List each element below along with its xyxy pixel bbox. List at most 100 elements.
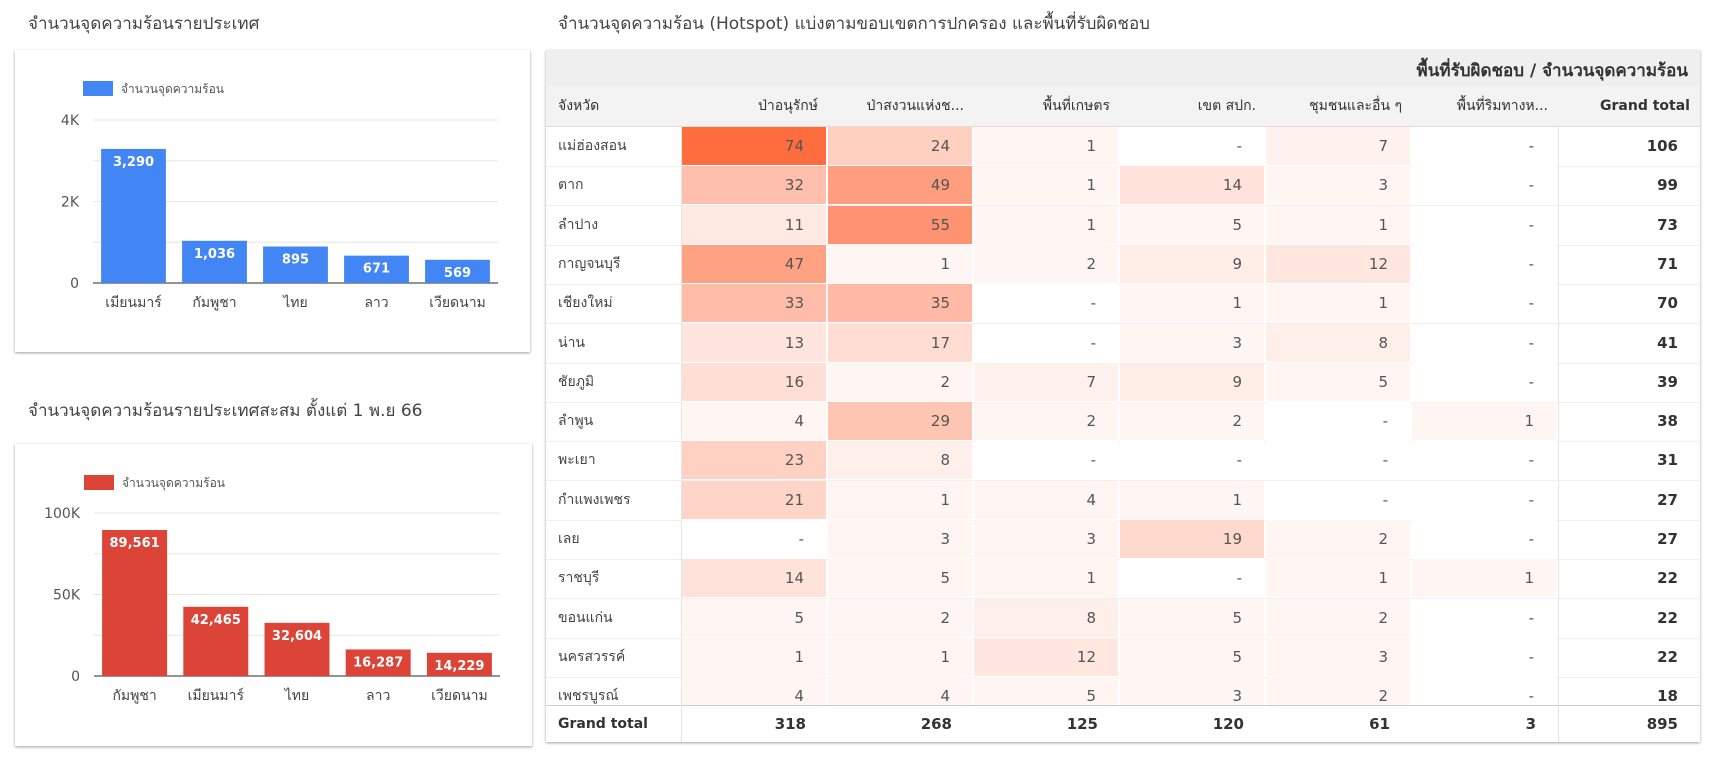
value-cell: 1 bbox=[974, 205, 1118, 244]
value-cell: 5 bbox=[1120, 637, 1264, 676]
table-group-header-label: พื้นที่รับผิดชอบ / จำนวนจุดความร้อน bbox=[1416, 61, 1688, 81]
row-total-cell: 41 bbox=[1657, 333, 1678, 352]
value-cell: - bbox=[1412, 284, 1556, 323]
bar[interactable] bbox=[101, 148, 166, 283]
bar-value-label: 1,036 bbox=[194, 247, 235, 262]
value-cell: - bbox=[1412, 166, 1556, 205]
column-header[interactable]: Grand total bbox=[1600, 98, 1690, 114]
y-tick-label: 50K bbox=[53, 588, 81, 604]
bar-value-label: 16,287 bbox=[353, 655, 403, 670]
table-row[interactable]: เลย -3 3 19 2-27 bbox=[546, 520, 1700, 560]
grand-total-cell: 61 bbox=[1369, 715, 1390, 733]
grand-total-cell: 895 bbox=[1646, 715, 1678, 733]
value-cell: 8 bbox=[828, 441, 972, 480]
table-row[interactable]: พะเยา 23 8- - - -31 bbox=[546, 441, 1700, 482]
bar[interactable] bbox=[425, 259, 490, 283]
row-total-cell: 22 bbox=[1657, 569, 1678, 588]
value-cell: - bbox=[1412, 323, 1556, 362]
bar[interactable] bbox=[102, 530, 168, 676]
table-row[interactable]: ตาก 32 49 1 14 3- 99 bbox=[546, 166, 1700, 207]
table-row[interactable]: ชัยภูมิ 16 2 7 9 5- 39 bbox=[546, 362, 1700, 403]
bar[interactable] bbox=[263, 246, 328, 283]
table-row[interactable]: กาญจนบุรี 47 1 2 9 12-71 bbox=[546, 244, 1700, 285]
table-row[interactable]: กำแพงเพชร 21 1 4 1- -27 bbox=[546, 480, 1700, 521]
value-cell: 2 bbox=[1266, 520, 1410, 558]
value-cell: 8 bbox=[1266, 323, 1410, 362]
x-category-label: ไทย bbox=[282, 294, 307, 311]
table-row[interactable]: น่าน 13 17-3 8-41 bbox=[546, 323, 1700, 364]
value-cell: 1 bbox=[1266, 559, 1410, 598]
value-cell: - bbox=[1412, 244, 1556, 283]
column-header[interactable]: เขต สปก. bbox=[1197, 98, 1256, 114]
province-cell: น่าน bbox=[558, 334, 586, 351]
table-row[interactable]: ราชบุรี 14 5 1-1 1 22 bbox=[546, 559, 1700, 600]
bar[interactable] bbox=[183, 606, 249, 676]
province-cell: ลำพูน bbox=[558, 413, 594, 430]
value-cell: - bbox=[974, 323, 1118, 362]
value-cell: 3 bbox=[1120, 323, 1264, 362]
value-cell: 11 bbox=[681, 205, 826, 244]
value-cell: - bbox=[1412, 362, 1556, 401]
legend: จำนวนจุดความร้อน bbox=[83, 81, 224, 97]
table-title: จำนวนจุดความร้อน (Hotspot) แบ่งตามขอบเขต… bbox=[558, 14, 1150, 34]
legend-label: จำนวนจุดความร้อน bbox=[122, 476, 225, 491]
bar-value-label: 32,604 bbox=[272, 629, 322, 644]
value-cell: 19 bbox=[1120, 520, 1264, 558]
table-row[interactable]: แม่ฮ่องสอน 74 24 1-7-106 bbox=[546, 127, 1700, 167]
column-header[interactable]: จังหวัด bbox=[558, 98, 600, 114]
grand-total-cell: 125 bbox=[1066, 715, 1098, 733]
value-cell: 7 bbox=[974, 362, 1118, 401]
bar[interactable] bbox=[344, 255, 409, 283]
grand-total-cell: 3 bbox=[1525, 715, 1536, 733]
column-header[interactable]: พื้นที่ริมทางห... bbox=[1456, 98, 1548, 114]
x-category-label: เวียดนาม bbox=[431, 688, 488, 704]
legend-label: จำนวนจุดความร้อน bbox=[121, 82, 224, 97]
column-header[interactable]: พื้นที่เกษตร bbox=[1042, 98, 1110, 114]
column-header[interactable]: ป่าสงวนแห่งช... bbox=[866, 98, 964, 114]
table-body: แม่ฮ่องสอน 74 24 1-7-106 ตาก 32 49 1 14 3-99 ลำปาง… bbox=[546, 127, 1700, 742]
bar-value-label: 569 bbox=[444, 266, 471, 281]
column-header[interactable]: ป่าอนุรักษ์ bbox=[758, 98, 818, 114]
table-row[interactable]: ลำปาง 11 55 1 5 1-73 bbox=[546, 205, 1700, 246]
value-cell: 2 bbox=[1120, 402, 1264, 441]
province-cell: เลย bbox=[558, 531, 580, 547]
country-hotspot-bar-chart: จำนวนจุดความร้อน 0 2K 4K 3,290 เมียนมาร์ 1,036… bbox=[61, 81, 498, 311]
value-cell: 3 bbox=[828, 520, 972, 558]
value-cell: - bbox=[1412, 127, 1556, 165]
row-total-cell: 70 bbox=[1657, 294, 1678, 313]
table-row[interactable]: เชียงใหม่ 33 35-1 1-70 bbox=[546, 284, 1700, 325]
province-cell: ราชบุรี bbox=[558, 570, 600, 587]
y-tick-label: 0 bbox=[70, 276, 79, 292]
value-cell: - bbox=[1412, 598, 1556, 637]
value-cell: - bbox=[1120, 127, 1264, 165]
table-row[interactable]: ขอนแก่น 5 2 8 5 2-22 bbox=[546, 598, 1700, 639]
row-total-cell: 31 bbox=[1657, 451, 1678, 470]
value-cell: 2 bbox=[828, 362, 972, 401]
value-cell: 4 bbox=[974, 480, 1118, 519]
x-category-label: เมียนมาร์ bbox=[105, 294, 162, 311]
y-tick-label: 100K bbox=[44, 506, 81, 522]
row-total-cell: 22 bbox=[1657, 647, 1678, 666]
x-category-label: ลาว bbox=[364, 295, 388, 311]
table-row[interactable]: นครสวรรค์ 1 1 12 5 3-22 bbox=[546, 637, 1700, 678]
value-cell: 1 bbox=[1412, 559, 1556, 598]
value-cell: 1 bbox=[1120, 284, 1264, 323]
country-hotspot-chart-card: จำนวนจุดความร้อน 0 2K 4K 3,290 เมียนมาร์ 1,036… bbox=[15, 50, 530, 352]
row-total-cell: 27 bbox=[1657, 490, 1678, 509]
value-cell: 1 bbox=[1266, 284, 1410, 323]
column-header[interactable]: ชุมชนและอื่น ๆ bbox=[1309, 98, 1402, 114]
value-cell: 5 bbox=[681, 598, 826, 637]
bar[interactable] bbox=[426, 652, 492, 676]
bar-value-label: 3,290 bbox=[113, 155, 154, 170]
bar[interactable] bbox=[264, 622, 330, 676]
bar[interactable] bbox=[345, 649, 411, 676]
value-cell: - bbox=[1120, 441, 1264, 480]
value-cell: - bbox=[1266, 480, 1410, 519]
bar[interactable] bbox=[182, 240, 247, 283]
table-row[interactable]: ลำพูน 4 29 2 2-1 38 bbox=[546, 402, 1700, 443]
value-cell: 29 bbox=[828, 402, 972, 441]
row-total-cell: 22 bbox=[1657, 608, 1678, 627]
bar-value-label: 42,465 bbox=[191, 613, 241, 628]
value-cell: 3 bbox=[974, 520, 1118, 558]
value-cell: 5 bbox=[1266, 362, 1410, 401]
